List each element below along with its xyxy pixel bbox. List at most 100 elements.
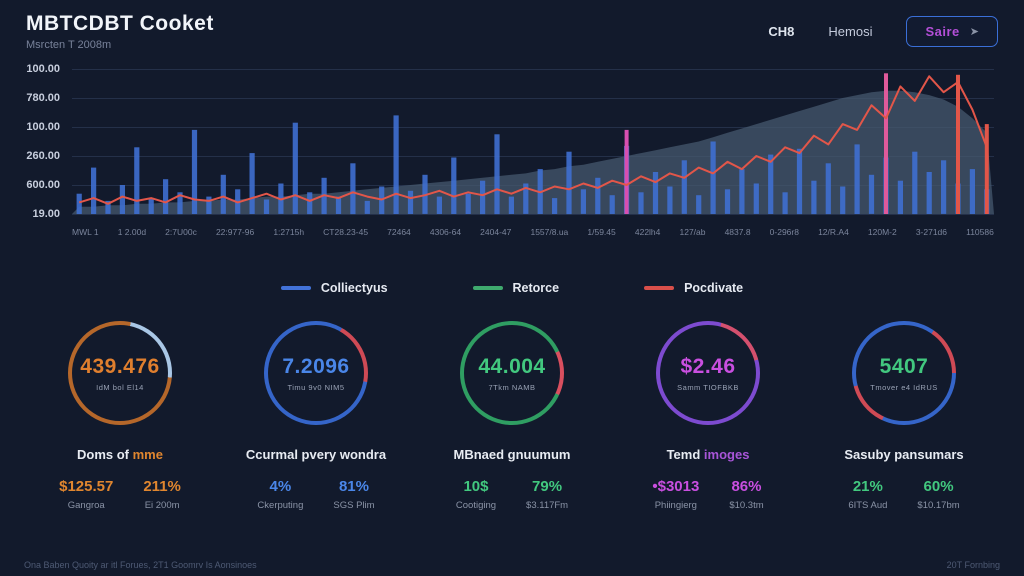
gauge-ring-hole — [72, 325, 168, 421]
gauge-ring: 439.476 IdM bol El14 — [68, 321, 172, 425]
stat-value: •$3013 — [652, 478, 700, 495]
card-title: MBnaed gnuumum — [453, 447, 571, 462]
chart-gridline — [72, 156, 994, 157]
chart-gridline — [72, 127, 994, 128]
gauge-ring: 5407 Tmover e4 IdRUS — [852, 321, 956, 425]
stat-label: Ckerputing — [257, 500, 304, 511]
x-axis-tick: 1:2715h — [273, 227, 305, 237]
legend-swatch-blue — [280, 286, 311, 290]
stat-label: 6ITS Aud — [848, 500, 888, 511]
chart-gridline — [72, 214, 994, 215]
stat: 60% $10.17bm — [917, 478, 959, 511]
chart-legend: Colliectyus Retorce Pocdivate — [0, 281, 1024, 295]
gauge-card-3: 44.004 7Tkm NAMB MBnaed gnuumum 10$ Coot… — [426, 321, 598, 511]
x-axis-tick: 1557/8.ua — [530, 227, 569, 237]
chart-plot — [72, 73, 994, 215]
y-axis-tick: 19.00 — [32, 208, 60, 220]
legend-swatch-red — [644, 286, 675, 290]
stat-label: Gangroa — [67, 500, 105, 511]
stat: $125.57 Gangroa — [59, 478, 113, 511]
stat-label: Cootiging — [455, 500, 497, 511]
page-subtitle: Msrcten T 2008m — [26, 39, 112, 51]
page-title: MBTCDBT Cooket — [26, 12, 214, 35]
card-title: Temd imoges — [666, 447, 750, 462]
card-title: Ccurmal pvery wondra — [245, 447, 387, 462]
stat: 81% SGS Plim — [333, 478, 374, 511]
stat-value: 79% — [532, 478, 563, 495]
x-axis-tick: 2:7U00c — [165, 227, 197, 237]
nav-item-ch8[interactable]: CH8 — [768, 24, 795, 39]
share-arrow-icon: ➤ — [969, 26, 979, 38]
x-axis-tick: 72464 — [387, 227, 411, 237]
gauge-sublabel: Samm TIOFBKB — [677, 382, 739, 392]
x-axis-tick: CT28.23-45 — [323, 227, 369, 237]
stat-cards: 439.476 IdM bol El14 Doms of mme $125.57… — [0, 321, 1024, 511]
chart-x-axis: MWL 1 1 2.00d 2:7U00c 22:977-96 1:2715h CT28.… — [72, 227, 994, 237]
chart-gridline — [72, 69, 994, 70]
header-nav: CH8 Hemosi Saire ➤ — [768, 16, 998, 47]
stat: 10$ Cootiging — [456, 478, 496, 511]
x-axis-tick: MWL 1 — [72, 227, 99, 237]
card-title: Sasuby pansumars — [844, 447, 964, 462]
gauge-ring: $2.46 Samm TIOFBKB — [656, 321, 760, 425]
x-axis-tick: 0-296r8 — [769, 227, 799, 237]
gauge-sublabel: 7Tkm NAMB — [488, 382, 536, 392]
x-axis-tick: 3-271d6 — [915, 227, 948, 237]
x-axis-tick: 422lh4 — [634, 227, 661, 237]
legend-swatch-green — [472, 286, 503, 290]
nav-item-hemosi[interactable]: Hemosi — [828, 24, 873, 39]
y-axis-tick: 260.00 — [26, 150, 60, 162]
legend-item-pocdivate[interactable]: Pocdivate — [644, 281, 743, 295]
gauge-ring-hole — [464, 325, 560, 421]
header: MBTCDBT Cooket Msrcten T 2008m CH8 Hemos… — [0, 0, 1024, 51]
y-axis-tick: 600.00 — [26, 179, 60, 191]
stat-label: $10.3tm — [729, 500, 764, 511]
stat-value: 4% — [269, 478, 292, 495]
stat-label: SGS Plim — [333, 500, 375, 511]
x-axis-tick: 1 2.00d — [117, 227, 147, 237]
footer: Ona Baben Quoity ar itl Forues, 2T1 Goom… — [24, 560, 1000, 570]
stat-value: 60% — [923, 478, 954, 495]
share-button[interactable]: Saire ➤ — [906, 16, 998, 47]
header-left: MBTCDBT Cooket Msrcten T 2008m — [26, 12, 214, 51]
stat-label: $10.17bm — [917, 500, 960, 511]
y-axis-tick: 780.00 — [26, 92, 60, 104]
gauge-value: 439.476 — [80, 354, 160, 378]
legend-item-retorce[interactable]: Retorce — [472, 281, 560, 295]
y-axis-tick: 100.00 — [26, 63, 60, 75]
stat-value: 81% — [338, 478, 369, 495]
chart-gridline — [72, 98, 994, 99]
stat-value: 211% — [143, 478, 181, 495]
stat: 79% $3.117Fm — [526, 478, 568, 511]
gauge-card-1: 439.476 IdM bol El14 Doms of mme $125.57… — [34, 321, 206, 511]
gauge-ring-hole — [268, 325, 364, 421]
x-axis-tick: 12/R.A4 — [818, 227, 849, 237]
price-chart: 100.00 780.00 100.00 260.00 600.00 19.00 MWL … — [16, 63, 1008, 265]
stat-value: 86% — [731, 478, 762, 495]
stat-label: $3.117Fm — [526, 500, 569, 511]
gauge-ring: 7.2096 Timu 9v0 NIM5 — [264, 321, 368, 425]
x-axis-tick: 1/59.45 — [587, 227, 616, 237]
stat: 21% 6ITS Aud — [848, 478, 887, 511]
stat-value: $125.57 — [59, 478, 114, 495]
gauge-value: 44.004 — [478, 354, 546, 378]
gauge-sublabel: Timu 9v0 NIM5 — [287, 382, 345, 392]
gauge-ring-hole — [856, 325, 952, 421]
x-axis-tick: 120M-2 — [867, 227, 897, 237]
x-axis-tick: 4837.8 — [724, 227, 751, 237]
stat: 211% Ei 200m — [143, 478, 181, 511]
x-axis-tick: 4306-64 — [429, 227, 462, 237]
x-axis-tick: 2404-47 — [480, 227, 512, 237]
gauge-ring-hole — [660, 325, 756, 421]
stat-label: Phiingierg — [654, 500, 697, 511]
gauge-card-4: $2.46 Samm TIOFBKB Temd imoges •$3013 Ph… — [622, 321, 794, 511]
x-axis-tick: 22:977-96 — [215, 227, 255, 237]
gauge-ring: 44.004 7Tkm NAMB — [460, 321, 564, 425]
legend-item-colliectyus[interactable]: Colliectyus — [280, 281, 388, 295]
stat-value: 21% — [852, 478, 883, 495]
legend-label: Retorce — [512, 281, 560, 295]
y-axis-tick: 100.00 — [26, 121, 60, 133]
stat: 86% $10.3tm — [729, 478, 763, 511]
gauge-sublabel: Tmover e4 IdRUS — [870, 382, 938, 392]
gauge-value: 7.2096 — [282, 354, 350, 378]
